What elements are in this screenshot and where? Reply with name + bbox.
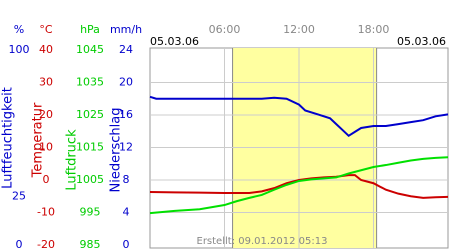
y-tick-label: 985	[80, 238, 101, 250]
y-tick-label: 30	[39, 76, 53, 89]
y-tick-label: 1035	[76, 76, 104, 89]
y-tick-label: 100	[9, 43, 30, 56]
y-tick-label: 16	[119, 108, 133, 121]
y-tick-label: 25	[12, 189, 26, 202]
y-tick-label: 1045	[76, 43, 104, 56]
y-tick-label: 40	[39, 43, 53, 56]
y-tick-label: 8	[123, 173, 130, 186]
y-tick-label: 20	[39, 108, 53, 121]
footer: Erstellt: 09.01.2012 05:13	[197, 236, 328, 247]
date-left: 05.03.06	[150, 35, 199, 48]
date-right: 05.03.06	[397, 35, 446, 48]
y-tick-label: -20	[37, 238, 55, 250]
y-tick-label: -10	[37, 206, 55, 219]
y-tick-label: 12	[119, 141, 133, 154]
x-tick-label: 12:00	[283, 23, 315, 36]
axis-title: Niederschlag	[109, 108, 124, 193]
y-tick-label: 0	[43, 173, 50, 186]
axis-title: Temperatur	[31, 102, 46, 178]
y-tick-label: 995	[80, 206, 101, 219]
y-tick-label: 1015	[76, 141, 104, 154]
y-tick-label: 24	[119, 43, 133, 56]
y-tick-label: 20	[119, 76, 133, 89]
y-tick-label: 10	[39, 141, 53, 154]
x-tick-label: 18:00	[358, 23, 390, 36]
y-tick-label: 4	[123, 206, 130, 219]
y-tick-label: 0	[16, 238, 23, 250]
y-tick-label: 1025	[76, 108, 104, 121]
axis-unit: °C	[39, 23, 53, 36]
axis-title: Luftdruck	[65, 129, 80, 191]
axis-title: Luftfeuchtigkeit	[1, 87, 16, 189]
y-tick-label: 1005	[76, 173, 104, 186]
y-tick-label: 0	[123, 238, 130, 250]
axis-unit: %	[14, 23, 24, 36]
x-tick-label: 06:00	[209, 23, 241, 36]
series-line	[149, 156, 449, 215]
axis-unit: mm/h	[110, 23, 142, 36]
series-line	[149, 95, 449, 138]
axis-unit: hPa	[80, 23, 100, 36]
